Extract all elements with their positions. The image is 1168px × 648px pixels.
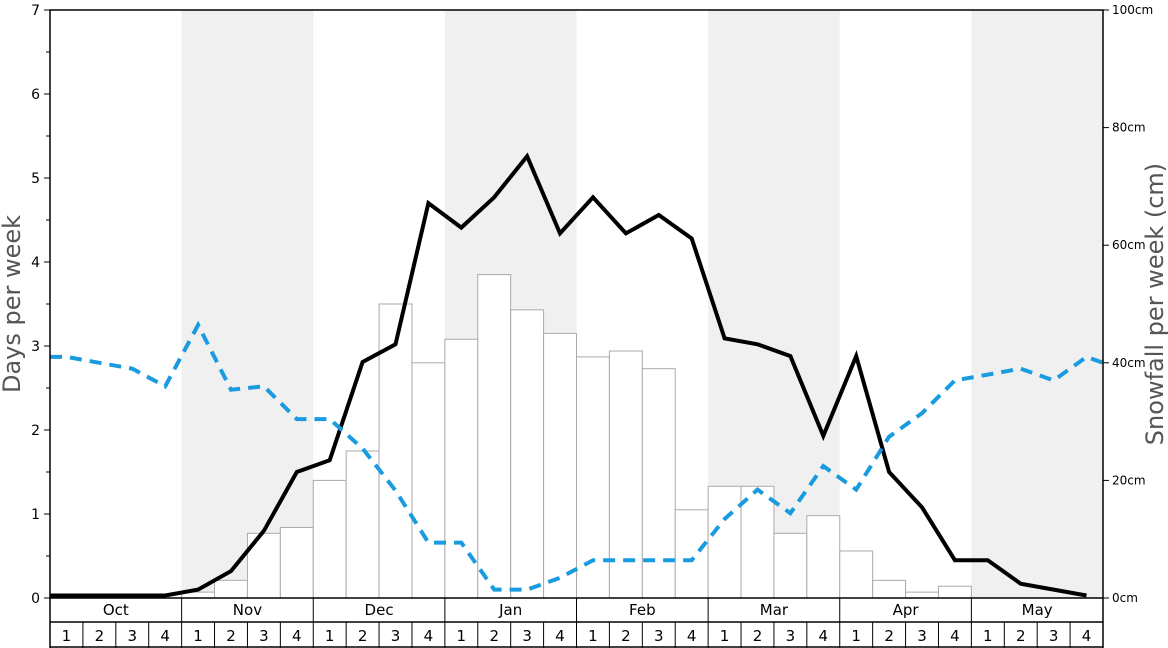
week-label: 4 xyxy=(424,627,434,645)
week-label: 3 xyxy=(522,627,532,645)
left-tick-label: 3 xyxy=(31,339,40,355)
snowfall-bar xyxy=(674,509,709,599)
solid-line-series xyxy=(50,152,1087,598)
snowfall-bar xyxy=(937,585,972,599)
snowfall-bar xyxy=(477,274,512,599)
month-label: Jan xyxy=(498,601,522,619)
right-tick-label: 20cm xyxy=(1112,473,1146,487)
snowfall-bar xyxy=(345,450,380,599)
week-label: 3 xyxy=(654,627,664,645)
snowfall-bar xyxy=(740,485,775,599)
month-label: May xyxy=(1022,601,1053,619)
week-label: 3 xyxy=(127,627,137,645)
snowfall-bar xyxy=(510,309,545,599)
month-label: Apr xyxy=(893,601,920,619)
week-label: 1 xyxy=(457,627,467,645)
week-label: 3 xyxy=(1049,627,1059,645)
snowfall-bar xyxy=(312,479,347,599)
left-tick-label: 4 xyxy=(31,255,40,271)
left-tick-label: 7 xyxy=(31,3,40,19)
left-tick-label: 2 xyxy=(31,423,40,439)
week-label: 1 xyxy=(193,627,203,645)
month-label: Mar xyxy=(760,601,789,619)
week-label: 3 xyxy=(786,627,796,645)
week-label: 4 xyxy=(687,627,697,645)
month-shade xyxy=(971,10,1103,598)
left-tick-label: 0 xyxy=(31,591,40,607)
week-label: 1 xyxy=(720,627,730,645)
snowfall-bar xyxy=(806,515,841,599)
left-tick-label: 1 xyxy=(31,507,40,523)
month-label: Dec xyxy=(365,601,394,619)
line-series xyxy=(50,152,1103,598)
snowfall-bar xyxy=(378,303,413,599)
snowfall-bar xyxy=(279,526,314,599)
week-label: 1 xyxy=(62,627,72,645)
right-axis: 0cm 20cm 40cm 60cm 80cm 100cm xyxy=(1103,3,1153,605)
month-shade xyxy=(181,10,314,598)
week-label: 3 xyxy=(259,627,269,645)
snowfall-bar xyxy=(543,332,577,599)
left-axis-title: Days per week xyxy=(0,215,26,393)
left-tick-label: 6 xyxy=(31,87,40,103)
dashed-line-series xyxy=(50,320,1103,592)
week-label: 3 xyxy=(391,627,401,645)
month-label: Oct xyxy=(103,601,129,619)
week-label: 2 xyxy=(753,627,763,645)
left-tick-label: 5 xyxy=(31,171,40,187)
week-label: 3 xyxy=(917,627,927,645)
bottom-axis: Oct 1 2 3 4 Nov 1 2 3 4 Dec 1 2 3 4 Jan 1 2 3 4 Feb 1 2 3 4 Mar 1 2… xyxy=(49,598,1104,648)
week-label: 4 xyxy=(819,627,829,645)
month-label: Nov xyxy=(233,601,262,619)
left-axis: 0 1 2 3 4 5 6 7 xyxy=(31,3,50,607)
snowfall-bar xyxy=(839,550,874,599)
right-tick-label: 0cm xyxy=(1112,591,1138,605)
week-label: 1 xyxy=(851,627,861,645)
week-label: 2 xyxy=(358,627,368,645)
week-label: 4 xyxy=(160,627,170,645)
right-tick-label: 60cm xyxy=(1112,238,1146,252)
week-label: 1 xyxy=(588,627,598,645)
snowfall-bar xyxy=(608,350,643,599)
right-tick-label: 40cm xyxy=(1112,356,1146,370)
week-label: 4 xyxy=(292,627,302,645)
week-label: 2 xyxy=(621,627,631,645)
week-label: 2 xyxy=(884,627,894,645)
week-label: 1 xyxy=(983,627,993,645)
month-label: Feb xyxy=(629,601,656,619)
right-tick-label: 100cm xyxy=(1112,3,1153,17)
week-label: 1 xyxy=(325,627,335,645)
week-label: 2 xyxy=(226,627,236,645)
snowfall-bar xyxy=(707,485,742,599)
week-label: 2 xyxy=(489,627,499,645)
snowfall-bars xyxy=(181,274,972,599)
right-tick-label: 80cm xyxy=(1112,121,1146,135)
snowfall-bar xyxy=(411,362,446,599)
snowfall-bar xyxy=(773,532,808,599)
right-axis-title: Snowfall per week (cm) xyxy=(1141,163,1168,445)
snowfall-bar xyxy=(905,591,939,599)
week-label: 4 xyxy=(1082,627,1092,645)
week-label: 4 xyxy=(950,627,960,645)
snowfall-bar xyxy=(872,579,907,599)
week-label: 2 xyxy=(1016,627,1026,645)
week-label: 4 xyxy=(555,627,565,645)
snowfall-bar xyxy=(214,579,248,599)
snowfall-bar xyxy=(641,368,676,599)
week-label: 2 xyxy=(95,627,105,645)
